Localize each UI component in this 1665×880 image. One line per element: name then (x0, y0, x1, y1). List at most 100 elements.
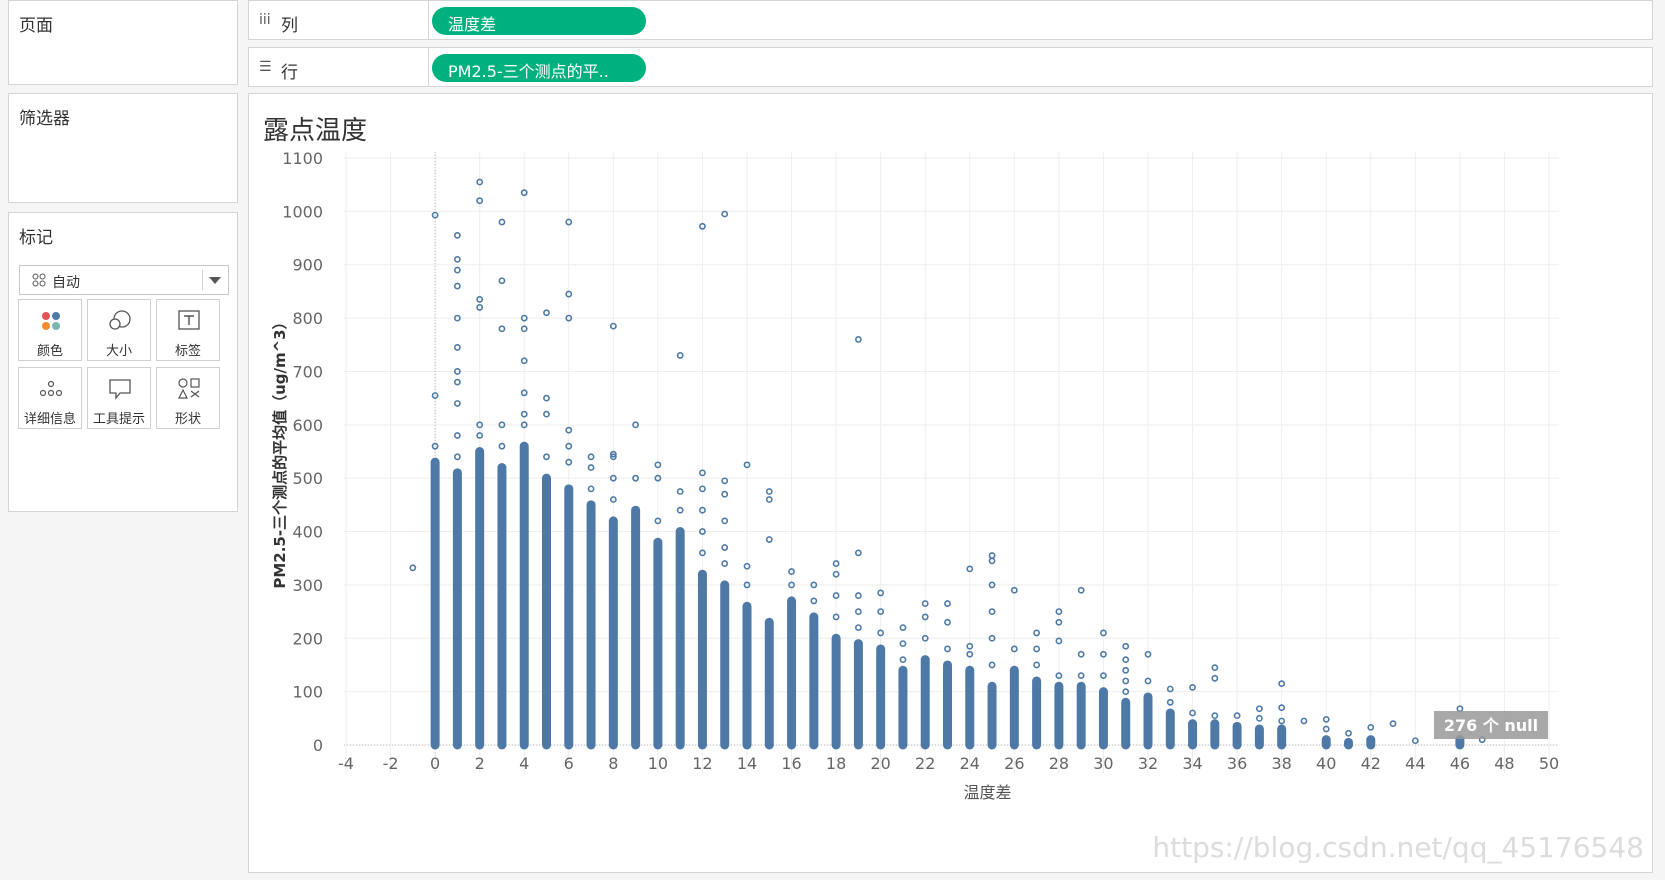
x-tick-label: 40 (1316, 754, 1336, 773)
data-point (765, 496, 773, 503)
data-point (966, 650, 974, 658)
scatter-chart[interactable]: -4 -2 0 2 4 6 8 10 12 14 16 18 20 22 24 26 28 30 32 34 36 38 4… (249, 94, 1652, 872)
filters-card[interactable]: 筛选器 (8, 93, 238, 203)
data-point (899, 640, 907, 648)
null-badge: 276 个 null (1444, 716, 1538, 735)
x-tick-label: 38 (1271, 754, 1291, 773)
data-point (944, 618, 951, 626)
data-point (1278, 704, 1286, 712)
data-point (921, 613, 929, 621)
columns-pill[interactable]: 温度差 (432, 7, 646, 35)
x-tick-label: 20 (870, 754, 890, 773)
data-point (988, 608, 996, 615)
data-point (899, 624, 907, 631)
data-point (854, 549, 862, 557)
data-point (1122, 666, 1130, 674)
chevron-down-icon[interactable] (209, 277, 221, 284)
data-point (944, 645, 951, 653)
color-button[interactable]: 颜色 (18, 299, 82, 361)
data-point (453, 378, 461, 386)
data-point (676, 488, 684, 495)
data-point (409, 564, 417, 572)
rows-pill[interactable]: PM2.5-三个测点的平.. (432, 54, 646, 82)
data-point (609, 450, 617, 458)
data-point (587, 485, 595, 493)
x-tick-label: 42 (1361, 754, 1381, 773)
data-point (699, 506, 706, 514)
x-tick-label: 50 (1539, 754, 1559, 773)
shape-button[interactable]: 形状 (156, 367, 220, 429)
data-point (743, 581, 751, 589)
x-tick-label: 32 (1138, 754, 1158, 773)
data-point (431, 392, 439, 399)
y-tick-label: 200 (292, 629, 323, 648)
data-point (810, 597, 818, 605)
columns-shelf-label: 列 (281, 16, 298, 36)
label-button-label: 标签 (174, 344, 201, 359)
data-point (565, 314, 573, 322)
label-button[interactable]: 标签 (156, 299, 220, 361)
data-point (1345, 729, 1352, 737)
data-point (743, 562, 751, 570)
data-point (1077, 672, 1085, 680)
shape-button-label: 形状 (174, 412, 201, 427)
y-tick-label: 800 (292, 309, 323, 328)
data-point (721, 477, 729, 485)
data-point (1211, 712, 1219, 720)
tooltip-button[interactable]: 工具提示 (87, 367, 151, 429)
data-point (609, 474, 617, 482)
x-tick-label: 28 (1049, 754, 1069, 773)
data-point (654, 517, 662, 525)
size-button-label: 大小 (105, 344, 132, 359)
tooltip-icon (109, 379, 131, 400)
data-point (699, 485, 706, 493)
data-point (1389, 720, 1397, 728)
size-button[interactable]: 大小 (87, 299, 151, 361)
x-tick-label: 26 (1004, 754, 1024, 773)
data-point (453, 368, 461, 375)
data-point (921, 634, 929, 642)
data-point (1033, 661, 1041, 669)
data-point (988, 557, 996, 565)
data-point (1055, 608, 1063, 615)
data-point (431, 211, 439, 219)
data-point (1122, 677, 1130, 685)
pages-title: 页面 (19, 16, 53, 36)
detail-button[interactable]: 详细信息 (18, 367, 82, 429)
y-tick-label: 300 (292, 576, 323, 595)
data-point (1122, 656, 1130, 664)
data-point (921, 600, 929, 607)
data-point (1100, 650, 1107, 658)
columns-shelf[interactable]: iii 列 温度差 (248, 0, 1653, 40)
data-point (587, 453, 595, 461)
data-point (854, 624, 862, 631)
data-point (654, 474, 662, 482)
data-point (453, 255, 461, 263)
data-point (877, 629, 885, 637)
data-point (1010, 586, 1018, 594)
x-tick-label: 14 (737, 754, 757, 773)
data-point (453, 432, 461, 439)
data-point (721, 490, 729, 498)
y-tick-label: 0 (313, 736, 323, 755)
data-point (966, 642, 974, 650)
data-point (1322, 725, 1330, 733)
pages-card[interactable]: 页面 (8, 0, 238, 85)
y-tick-label: 600 (292, 416, 323, 435)
data-point (632, 474, 640, 482)
x-tick-label: 2 (475, 754, 485, 773)
data-point (944, 600, 951, 607)
data-point (476, 296, 484, 303)
null-badge-bg (1434, 711, 1548, 739)
columns-shelf-header: iii 列 (249, 1, 429, 39)
rows-shelf[interactable]: ☰ 行 PM2.5-三个测点的平.. (248, 47, 1653, 87)
data-point (988, 581, 996, 589)
mark-type-dropdown[interactable]: 自动 (19, 265, 229, 295)
data-point (1189, 709, 1196, 717)
data-point (520, 410, 528, 418)
data-point (543, 453, 550, 461)
data-point (854, 336, 862, 343)
watermark: https://blog.csdn.net/qq_45176548 (1152, 831, 1644, 864)
data-point (699, 549, 706, 557)
data-point (498, 218, 506, 226)
